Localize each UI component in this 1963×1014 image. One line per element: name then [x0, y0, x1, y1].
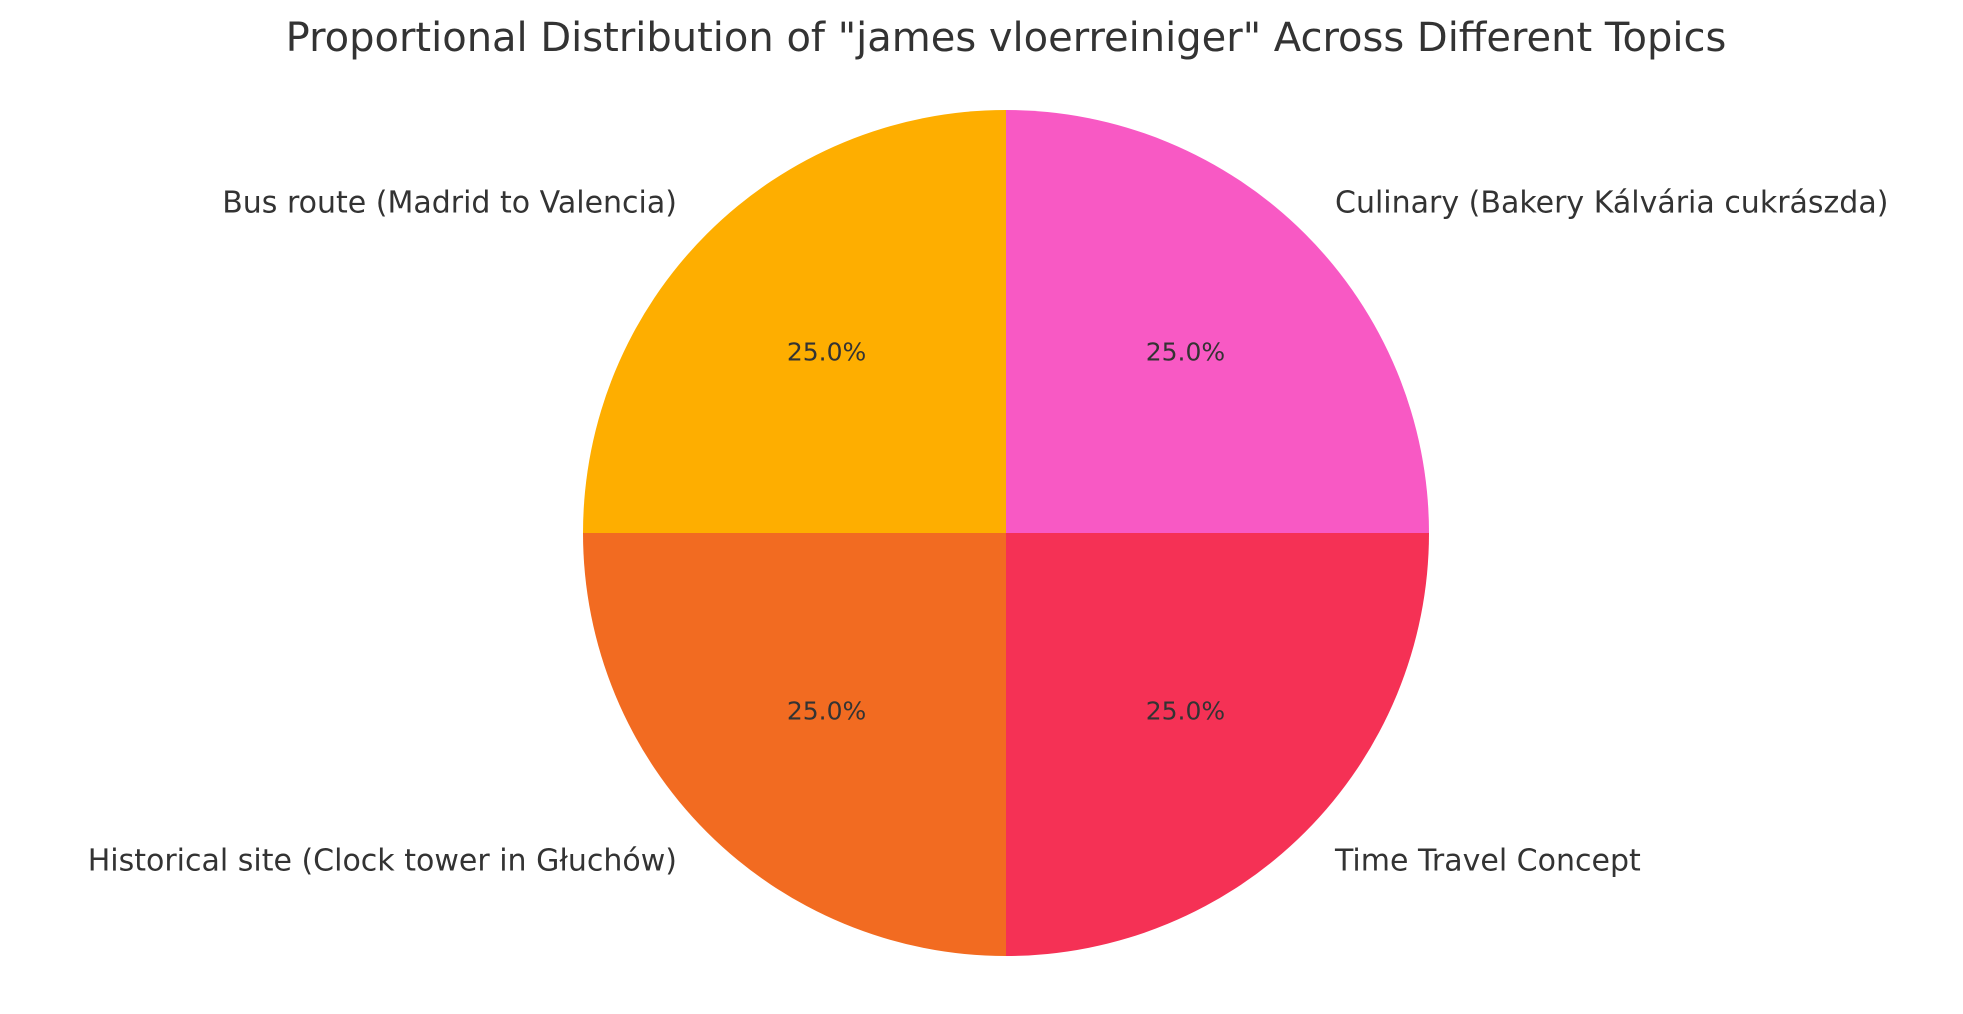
slice-label: Culinary (Bakery Kálvária cukrászda) — [1335, 185, 1888, 220]
slice-label: Bus route (Madrid to Valencia) — [222, 185, 677, 220]
chart-title: Proportional Distribution of "james vloe… — [286, 15, 1727, 61]
value-label: 25.0% — [1146, 696, 1225, 725]
slice-label: Historical site (Clock tower in Głuchów) — [88, 844, 677, 879]
value-label: 25.0% — [787, 338, 866, 367]
pie-slice — [583, 533, 1006, 956]
pie-slice — [583, 110, 1006, 533]
value-label: 25.0% — [1146, 338, 1225, 367]
slice-label: Time Travel Concept — [1334, 844, 1641, 879]
pie-slice — [1006, 110, 1429, 533]
value-label: 25.0% — [787, 696, 866, 725]
pie-slice — [1006, 533, 1429, 956]
